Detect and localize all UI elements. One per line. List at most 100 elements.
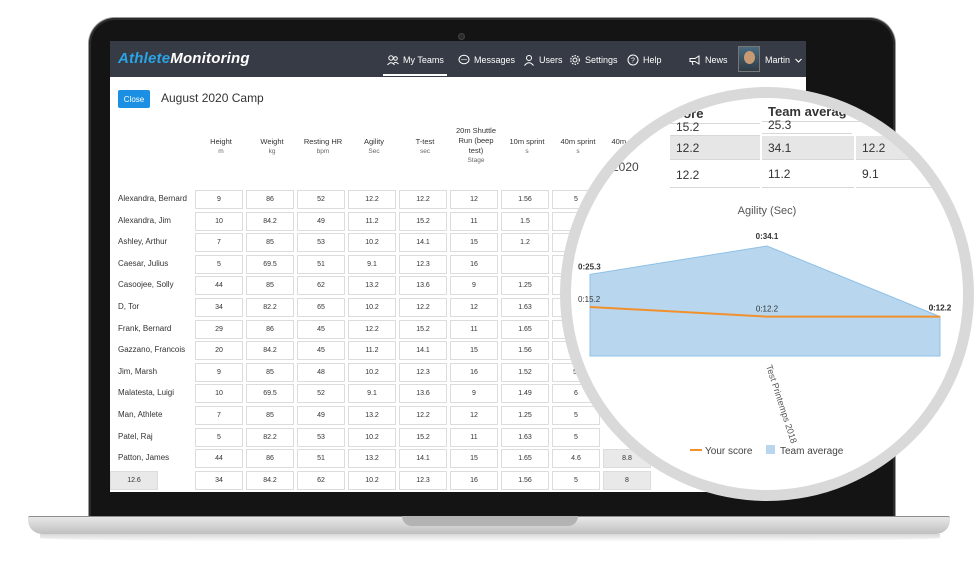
close-button[interactable]: Close	[118, 90, 150, 108]
table-cell[interactable]: 9	[195, 362, 243, 382]
table-cell[interactable]: 1.25	[501, 276, 549, 296]
table-cell[interactable]: 12	[450, 298, 498, 317]
athlete-name[interactable]: Ashley, Arthur	[118, 237, 168, 247]
table-cell[interactable]: 45	[297, 319, 345, 339]
table-cell[interactable]: 1.25	[501, 406, 549, 425]
column-header[interactable]: Agility Sec	[349, 137, 399, 157]
table-cell[interactable]: 53	[297, 233, 345, 253]
table-cell[interactable]: 82.2	[246, 427, 294, 447]
table-cell[interactable]: 1.56	[501, 470, 549, 490]
table-cell[interactable]: 16	[450, 362, 498, 382]
table-cell[interactable]: 10.2	[348, 427, 396, 447]
table-cell[interactable]: 5	[552, 470, 600, 490]
table-cell[interactable]: 1.63	[501, 427, 549, 447]
athlete-name[interactable]: D, Tor	[118, 302, 140, 311]
table-cell[interactable]: 12.3	[399, 254, 447, 274]
nav-help[interactable]: ? Help	[627, 52, 662, 68]
table-cell[interactable]: 85	[246, 276, 294, 296]
table-cell[interactable]: 15.2	[399, 319, 447, 339]
table-cell[interactable]: 84.2	[246, 211, 294, 231]
table-cell[interactable]: 52	[297, 384, 345, 404]
table-cell[interactable]: 15.2	[399, 211, 447, 231]
table-cell[interactable]: 65	[297, 298, 345, 317]
athlete-name[interactable]: Frank, Bernard	[118, 323, 172, 333]
nav-my-teams[interactable]: My Teams	[387, 52, 444, 68]
table-cell[interactable]: 51	[297, 449, 345, 469]
table-cell[interactable]: 85	[246, 406, 294, 425]
table-cell[interactable]: 44	[195, 276, 243, 296]
table-cell[interactable]: 13.2	[348, 449, 396, 469]
athlete-name[interactable]: Casoojee, Solly	[118, 280, 174, 290]
table-cell[interactable]: 49	[297, 406, 345, 425]
table-cell[interactable]: 14.1	[399, 341, 447, 361]
table-cell[interactable]: 84.2	[246, 470, 294, 490]
table-cell[interactable]: 86	[246, 190, 294, 209]
table-cell[interactable]: 1.2	[501, 233, 549, 253]
table-cell[interactable]: 10.2	[348, 470, 396, 490]
column-header[interactable]: Resting HR bpm	[298, 137, 348, 157]
table-cell[interactable]: 9	[450, 276, 498, 296]
table-cell[interactable]: 10	[195, 211, 243, 231]
nav-settings[interactable]: Settings	[569, 52, 618, 68]
table-cell[interactable]: 11.2	[348, 211, 396, 231]
table-cell[interactable]: 12.2	[399, 298, 447, 317]
table-cell[interactable]: 52	[297, 190, 345, 209]
table-cell[interactable]: 86	[246, 319, 294, 339]
table-cell[interactable]: 10.2	[348, 298, 396, 317]
table-cell[interactable]: 62	[297, 276, 345, 296]
column-header[interactable]: 20m Shuttle Run (beep test) Stage	[451, 126, 501, 166]
table-cell[interactable]: 1.65	[501, 319, 549, 339]
table-cell[interactable]: 12.2	[348, 319, 396, 339]
table-cell[interactable]: 53	[297, 427, 345, 447]
table-cell[interactable]: 12.3	[399, 470, 447, 490]
column-header[interactable]: 40m sprint s	[553, 137, 603, 157]
table-cell[interactable]: 4.6	[552, 449, 600, 469]
table-cell[interactable]: 12.2	[399, 406, 447, 425]
athlete-name[interactable]: Jim, Marsh	[118, 366, 158, 376]
nav-news[interactable]: News	[689, 52, 728, 68]
table-cell[interactable]: 69.5	[246, 384, 294, 404]
column-header[interactable]: Height m	[196, 137, 246, 157]
table-cell[interactable]	[501, 254, 549, 274]
table-cell[interactable]: 34	[195, 298, 243, 317]
table-cell[interactable]: 5	[195, 254, 243, 274]
athlete-name[interactable]: Malatesta, Luigi	[118, 388, 175, 398]
table-cell[interactable]: 15	[450, 341, 498, 361]
table-cell[interactable]: 85	[246, 233, 294, 253]
table-cell[interactable]: 48	[297, 362, 345, 382]
table-cell[interactable]: 13.2	[348, 406, 396, 425]
table-cell[interactable]: 15	[450, 449, 498, 469]
table-cell[interactable]: 15	[450, 233, 498, 253]
nav-messages[interactable]: Messages	[458, 52, 515, 68]
table-cell[interactable]: 82.2	[246, 298, 294, 317]
table-cell[interactable]: 14.1	[399, 449, 447, 469]
table-cell[interactable]: 9	[195, 190, 243, 209]
table-cell[interactable]: 11	[450, 319, 498, 339]
app-logo[interactable]: AthleteMonitoring	[118, 50, 250, 67]
table-cell[interactable]: 13.6	[399, 276, 447, 296]
table-cell[interactable]: 86	[246, 449, 294, 469]
athlete-name[interactable]: Alexandra, Bernard	[118, 194, 187, 203]
column-header[interactable]: T-test sec	[400, 137, 450, 157]
table-cell[interactable]: 5	[195, 427, 243, 447]
table-cell[interactable]: 12.2	[348, 190, 396, 209]
table-cell[interactable]: 1.56	[501, 190, 549, 209]
table-cell[interactable]: 8	[603, 470, 651, 490]
table-cell[interactable]: 44	[195, 449, 243, 469]
athlete-name[interactable]: Man, Athlete	[118, 410, 163, 419]
table-cell[interactable]: 69.5	[246, 254, 294, 274]
table-cell[interactable]: 15.2	[399, 427, 447, 447]
table-cell[interactable]: 20	[195, 341, 243, 361]
table-cell[interactable]: 12.6	[110, 470, 158, 490]
athlete-name[interactable]: Caesar, Julius	[118, 258, 169, 268]
table-cell[interactable]: 11.2	[348, 341, 396, 361]
table-cell[interactable]: 5	[552, 406, 600, 425]
table-cell[interactable]: 12	[450, 190, 498, 209]
table-cell[interactable]: 1.65	[501, 449, 549, 469]
user-menu[interactable]: Martin	[765, 52, 803, 68]
column-header[interactable]: 10m sprint s	[502, 137, 552, 157]
table-cell[interactable]: 9.1	[348, 254, 396, 274]
table-cell[interactable]: 34	[195, 470, 243, 490]
table-cell[interactable]: 1.63	[501, 298, 549, 317]
nav-users[interactable]: Users	[523, 52, 563, 68]
